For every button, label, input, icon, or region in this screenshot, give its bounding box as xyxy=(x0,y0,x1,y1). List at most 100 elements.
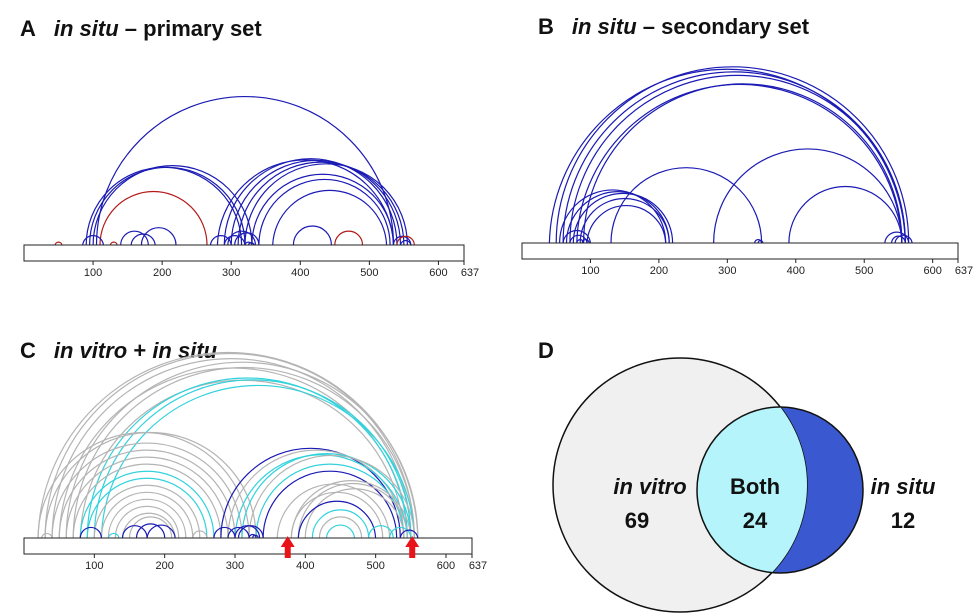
panel-c-arc xyxy=(100,491,194,539)
panel-c-arc xyxy=(51,358,412,539)
panel-a-arc xyxy=(223,235,246,246)
panel-a-arc xyxy=(82,235,104,246)
panel-a-arc xyxy=(109,241,118,246)
venn-both-region xyxy=(697,407,807,573)
panel-b-arc xyxy=(559,189,667,244)
panel-b-tick-label: 400 xyxy=(787,265,805,277)
panel-b-arc xyxy=(713,148,903,244)
panel-a-arc xyxy=(216,159,395,246)
panel-b-arc xyxy=(569,74,906,244)
panel-c-arc xyxy=(237,525,264,539)
panel-c-arc xyxy=(65,361,419,539)
panel-c-arc xyxy=(248,533,257,539)
panel-c-arc xyxy=(86,377,408,539)
panel-a-tick-label: 200 xyxy=(153,267,171,279)
panel-a-arc xyxy=(244,241,253,246)
panel-c-tick-label: 637 xyxy=(469,560,487,572)
panel-c-arc xyxy=(252,534,259,539)
panel-c-arc xyxy=(389,526,412,539)
panel-c-arc xyxy=(276,483,391,539)
panel-b-arc xyxy=(581,238,590,244)
panel-c-arc xyxy=(44,431,257,539)
panel-a-arc xyxy=(292,225,332,246)
panel-c-arc xyxy=(121,512,176,539)
venn-both-count: 24 xyxy=(743,508,768,533)
panel-c-arc xyxy=(297,482,408,539)
panel-c-tick-label: 400 xyxy=(296,560,314,572)
panel-c-arc xyxy=(135,523,166,539)
panel-c-arc xyxy=(318,516,363,539)
panel-a-arc xyxy=(272,189,388,246)
venn-diagram: in vitro 69 Both 24 in situ 12 xyxy=(552,357,936,613)
panel-c-arc xyxy=(146,524,176,539)
panel-a-arc xyxy=(334,230,364,246)
panel-c-arc xyxy=(107,498,187,539)
arc-diagram-c: 100 200 300 400 500 600 637 xyxy=(23,351,487,572)
red-arrow-icon xyxy=(405,536,420,558)
panel-c-arc xyxy=(72,463,222,539)
panel-a-tick-label: 500 xyxy=(360,267,378,279)
panel-c-arc xyxy=(220,447,401,539)
panel-b-arc xyxy=(583,83,903,244)
arc-diagram-a: 100 200 300 400 500 600 637 xyxy=(23,95,479,279)
panel-c-tick-label: 300 xyxy=(226,560,244,572)
panel-b-arc xyxy=(562,71,906,244)
panel-a-arc xyxy=(120,230,149,246)
panel-a-arc xyxy=(54,241,63,246)
panel-a-arc xyxy=(258,178,391,246)
panel-b-tick-label: 637 xyxy=(955,265,973,277)
panel-b-tick-label: 500 xyxy=(855,265,873,277)
panel-a-arc xyxy=(399,239,412,246)
panel-c-arc xyxy=(227,526,250,539)
panel-c-arc xyxy=(325,524,356,539)
venn-in-situ-count: 12 xyxy=(891,508,915,533)
panel-b-tick-label: 300 xyxy=(718,265,736,277)
panel-c-arc xyxy=(41,532,53,539)
panel-c-arc xyxy=(192,530,208,539)
panel-c-arc xyxy=(121,525,148,539)
panel-b-arc xyxy=(894,234,913,244)
panel-a-arc xyxy=(209,235,232,246)
panel-c-arc xyxy=(79,470,215,539)
panel-a-arc xyxy=(251,173,395,246)
panel-a-arc xyxy=(234,232,260,246)
panel-c-arc xyxy=(241,453,412,539)
panel-b-arc xyxy=(572,192,674,244)
panel-b-tick-label: 100 xyxy=(581,265,599,277)
panel-b-arc xyxy=(891,235,906,244)
panel-a-arc xyxy=(92,165,253,246)
panel-c-arc xyxy=(304,488,405,539)
panel-a-arc xyxy=(223,158,398,246)
panel-b-arc xyxy=(548,68,906,244)
venn-in-vitro-label: in vitro xyxy=(613,474,686,499)
panel-b-arc xyxy=(555,66,910,244)
panel-c-sequence-bar xyxy=(23,537,473,555)
panel-c-arc xyxy=(72,366,415,539)
panel-c-tick-label: 600 xyxy=(437,560,455,572)
panel-b-arc xyxy=(569,234,588,244)
venn-in-vitro-count: 69 xyxy=(625,508,649,533)
panel-c-arc xyxy=(93,484,201,539)
panel-a-tick-label: 637 xyxy=(461,267,479,279)
panel-a-arc xyxy=(237,161,405,246)
panel-a-tick-label: 400 xyxy=(291,267,309,279)
panel-b-arc xyxy=(884,231,910,244)
panel-d-title: D xyxy=(538,338,554,363)
panel-c-arc xyxy=(290,480,412,539)
panel-a-tick-label: 100 xyxy=(84,267,102,279)
panel-b-arc xyxy=(586,205,667,244)
arc-diagram-b: 100 200 300 400 500 600 637 xyxy=(521,66,973,277)
red-arrow-icon xyxy=(280,536,295,558)
panel-c-arc xyxy=(290,491,384,539)
panel-a-arc xyxy=(95,95,395,246)
panel-b-tick-label: 200 xyxy=(650,265,668,277)
panel-c-arc xyxy=(44,352,415,539)
panel-c-arc xyxy=(213,526,236,539)
panel-b-arc xyxy=(565,191,670,244)
panel-a-tick-label: 600 xyxy=(429,267,447,279)
panel-c-arc xyxy=(79,526,102,539)
panel-c-tick-label: 500 xyxy=(366,560,384,572)
